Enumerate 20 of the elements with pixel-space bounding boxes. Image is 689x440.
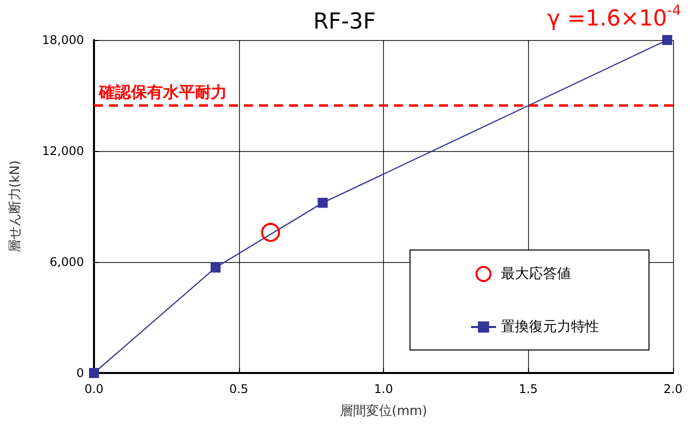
point bbox=[210, 262, 221, 273]
x-tick-label: 0.0 bbox=[84, 382, 104, 396]
point bbox=[662, 35, 672, 45]
x-tick-label: 1.5 bbox=[518, 382, 538, 396]
y-tick-label: 18,000 bbox=[42, 33, 84, 47]
ref-line-label: 確認保有水平耐力 bbox=[98, 82, 227, 102]
x-axis-title: 層間変位(mm) bbox=[340, 403, 428, 419]
chart-title: RF-3F bbox=[313, 10, 376, 34]
legend-label: 置換復元力特性 bbox=[501, 319, 599, 335]
point bbox=[89, 368, 99, 378]
y-tick-label: 12,000 bbox=[42, 144, 84, 158]
point bbox=[318, 198, 328, 208]
legend-label: 最大応答値 bbox=[501, 266, 571, 282]
x-tick-label: 1.0 bbox=[374, 382, 394, 396]
y-tick-label: 0 bbox=[76, 366, 84, 380]
y-tick-label: 6,000 bbox=[50, 255, 84, 269]
point bbox=[261, 222, 280, 242]
y-axis-title: 層せん断力(kN) bbox=[8, 160, 23, 253]
x-tick-label: 0.5 bbox=[229, 382, 248, 396]
x-tick-label: 2.0 bbox=[663, 382, 683, 396]
